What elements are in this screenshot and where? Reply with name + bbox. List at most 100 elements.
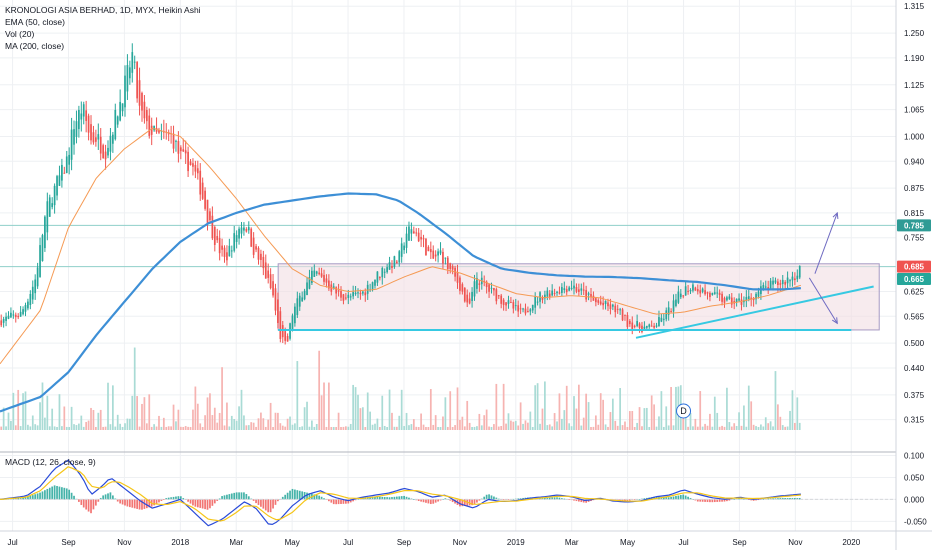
macd-line	[0, 459, 801, 527]
volume-bar	[388, 389, 391, 430]
macd-hist-bar	[155, 499, 158, 504]
volume-bar	[138, 426, 141, 430]
dividend-circle[interactable]	[676, 403, 692, 419]
candle	[446, 257, 449, 270]
candle	[201, 182, 204, 199]
candle	[648, 324, 651, 327]
candle	[592, 295, 595, 301]
candle	[745, 297, 748, 302]
macd-hist-bar	[347, 499, 350, 504]
candle	[247, 227, 250, 231]
range-box[interactable]	[277, 263, 880, 331]
candle	[774, 280, 777, 283]
macd-hist-bar	[497, 498, 500, 500]
candle	[121, 103, 124, 112]
candle	[119, 101, 122, 121]
candle	[337, 290, 340, 292]
candle	[764, 286, 767, 288]
candle	[704, 290, 706, 295]
volume-bar	[791, 390, 794, 430]
time-tick-label: Nov	[453, 538, 467, 547]
macd-hist-bar	[468, 499, 471, 506]
macd-hist-bar	[298, 490, 301, 500]
macd-hist-bar	[798, 497, 801, 500]
macd-hist-bar	[755, 499, 757, 501]
volume-bar	[609, 412, 612, 430]
price-axis[interactable]: 1.315 1.250 1.190 1.125 1.065 1.000 0.940 0.875…	[904, 2, 925, 424]
macd-hist-bar	[213, 499, 216, 504]
volume-bar	[10, 420, 12, 430]
macd-hist-bar	[221, 496, 223, 500]
macd-hist-bar	[44, 490, 46, 500]
candle	[111, 134, 114, 144]
macd-hist-bar	[41, 491, 44, 500]
candle	[529, 309, 532, 312]
volume-bar	[311, 420, 313, 430]
rising-trendline[interactable]	[635, 285, 874, 339]
candle	[250, 228, 253, 247]
volume-bar	[670, 386, 672, 430]
volume-bar	[167, 426, 170, 430]
candle	[711, 292, 714, 295]
volume-bar	[410, 424, 413, 430]
candle	[133, 61, 136, 63]
macd-hist-bar	[264, 499, 267, 511]
candle	[218, 238, 221, 254]
time-tick-label: Jul	[678, 538, 688, 547]
volume-bar	[218, 412, 221, 430]
volume-bar	[371, 424, 374, 430]
candle	[556, 291, 558, 294]
volume-bar	[85, 421, 88, 430]
volume-bar	[223, 425, 226, 430]
candle	[471, 291, 473, 302]
candle	[75, 121, 78, 137]
volume-bar	[192, 409, 194, 430]
macd-hist-bar	[638, 499, 641, 500]
macd-hist-bar	[206, 499, 209, 510]
macd-hist-bar	[461, 499, 464, 507]
candle	[415, 232, 418, 234]
macd-hist-bar	[269, 499, 272, 513]
macd-hist-bar	[541, 497, 544, 500]
candle	[740, 299, 743, 305]
volume-bar	[403, 426, 405, 430]
volume-bar	[313, 426, 316, 430]
candle	[670, 311, 672, 313]
macd-title[interactable]: MACD (12, 26, close, 9)	[5, 457, 96, 467]
arrow-down[interactable]	[808, 277, 838, 324]
candle	[602, 302, 605, 306]
macd-tick-label: 0.050	[904, 473, 925, 482]
volume-bar	[92, 409, 95, 430]
candle	[143, 101, 146, 119]
macd-hist-bar	[284, 494, 287, 500]
candle	[653, 325, 655, 328]
projection-arrows[interactable]	[808, 211, 839, 325]
volume-bar	[760, 424, 762, 430]
time-axis[interactable]: Jul Sep Nov 2018 Mar May Jul Sep Nov 2019 Mar May Ju…	[7, 538, 860, 547]
indicator-vol[interactable]: Vol (20)	[5, 29, 34, 39]
price-tag-bg	[897, 219, 931, 232]
volume-bar	[323, 382, 325, 430]
volume-bar	[451, 426, 454, 430]
volume-bar	[667, 425, 670, 430]
volume-bar	[772, 426, 774, 430]
volume-bar	[529, 411, 532, 430]
volume-bar	[291, 424, 294, 430]
candle	[587, 293, 590, 295]
macd-hist-bar	[95, 499, 97, 506]
volume-bar	[590, 426, 592, 430]
volume-bar	[536, 383, 539, 430]
candle	[383, 271, 386, 273]
macd-hist-bar	[779, 498, 782, 500]
candle	[594, 298, 597, 303]
macd-hist-bar	[255, 499, 257, 504]
indicator-ma200[interactable]: MA (200, close)	[5, 41, 64, 51]
indicator-ema50[interactable]: EMA (50, close)	[5, 17, 65, 27]
candle	[408, 226, 410, 241]
candle	[442, 251, 444, 264]
macd-hist-bar	[165, 498, 168, 500]
macd-axis[interactable]: 0.100 0.050 0.000 -0.050	[904, 452, 927, 527]
arrow-up[interactable]	[814, 212, 838, 274]
dividend-marker[interactable]: D	[676, 403, 692, 419]
